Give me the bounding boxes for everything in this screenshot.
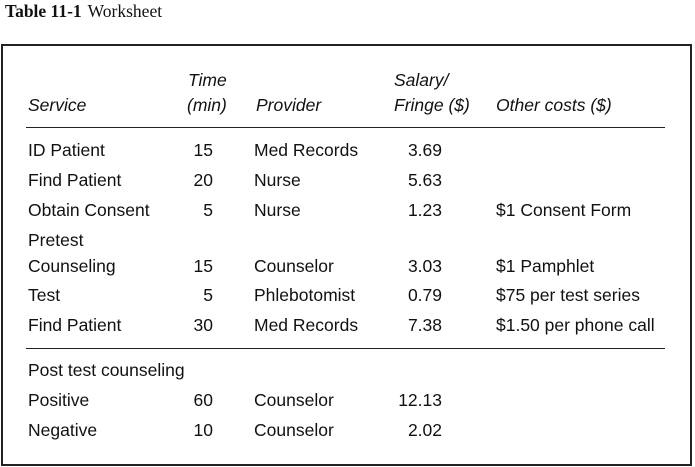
cell-service: Negative	[28, 420, 98, 440]
cell-service: Obtain Consent	[28, 200, 150, 220]
cell-service-line1: Pretest	[28, 230, 84, 250]
section-rule	[26, 348, 665, 349]
cell-service: Test	[28, 285, 61, 305]
header-service: Service	[28, 95, 87, 115]
header-rule	[26, 127, 665, 128]
cell-salary: 3.69	[407, 140, 442, 160]
cell-provider: Med Records	[254, 315, 359, 335]
cell-provider: Nurse	[254, 170, 301, 190]
cell-time: 15	[193, 140, 213, 160]
header-salary-line1: Salary/	[394, 70, 449, 90]
cell-salary: 3.03	[407, 256, 442, 276]
cell-time: 20	[193, 170, 213, 190]
cell-provider: Counselor	[254, 390, 334, 410]
header-salary-line2: Fringe ($)	[394, 95, 470, 115]
cell-salary: 2.02	[407, 420, 442, 440]
cell-time: 60	[193, 390, 213, 410]
cell-time: 5	[203, 285, 213, 305]
cell-service: Find Patient	[28, 315, 122, 335]
cell-service: Positive	[28, 390, 90, 410]
cell-provider: Med Records	[254, 140, 359, 160]
header-provider: Provider	[256, 95, 322, 115]
cell-service: ID Patient	[28, 140, 105, 160]
cell-salary: 12.13	[398, 390, 442, 410]
cell-salary: 0.79	[407, 285, 442, 305]
header-time-line2: (min)	[187, 95, 227, 115]
cell-other-costs: $1 Consent Form	[496, 200, 632, 220]
cell-time: 5	[203, 200, 213, 220]
table-caption: Table 11-1 Worksheet	[5, 0, 162, 22]
cell-salary: 7.38	[407, 315, 442, 335]
table-frame	[1, 44, 692, 466]
cell-time: 30	[193, 315, 213, 335]
table-title: Worksheet	[87, 1, 163, 21]
cell-salary: 5.63	[407, 170, 442, 190]
cell-salary: 1.23	[407, 200, 442, 220]
header-other-costs: Other costs ($)	[496, 95, 612, 115]
cell-other-costs: $1.50 per phone call	[496, 315, 655, 335]
cell-provider: Phlebotomist	[254, 285, 356, 305]
section-label: Post test counseling	[28, 360, 185, 380]
header-time-line1: Time	[188, 70, 227, 90]
cell-service: Counseling	[28, 256, 116, 276]
table-number: Table 11-1	[5, 1, 82, 21]
cell-provider: Nurse	[254, 200, 301, 220]
cell-time: 10	[193, 420, 213, 440]
cell-other-costs: $1 Pamphlet	[496, 256, 595, 276]
cell-service: Find Patient	[28, 170, 122, 190]
cell-provider: Counselor	[254, 256, 334, 276]
cell-other-costs: $75 per test series	[496, 285, 640, 305]
cell-provider: Counselor	[254, 420, 334, 440]
cell-time: 15	[193, 256, 213, 276]
